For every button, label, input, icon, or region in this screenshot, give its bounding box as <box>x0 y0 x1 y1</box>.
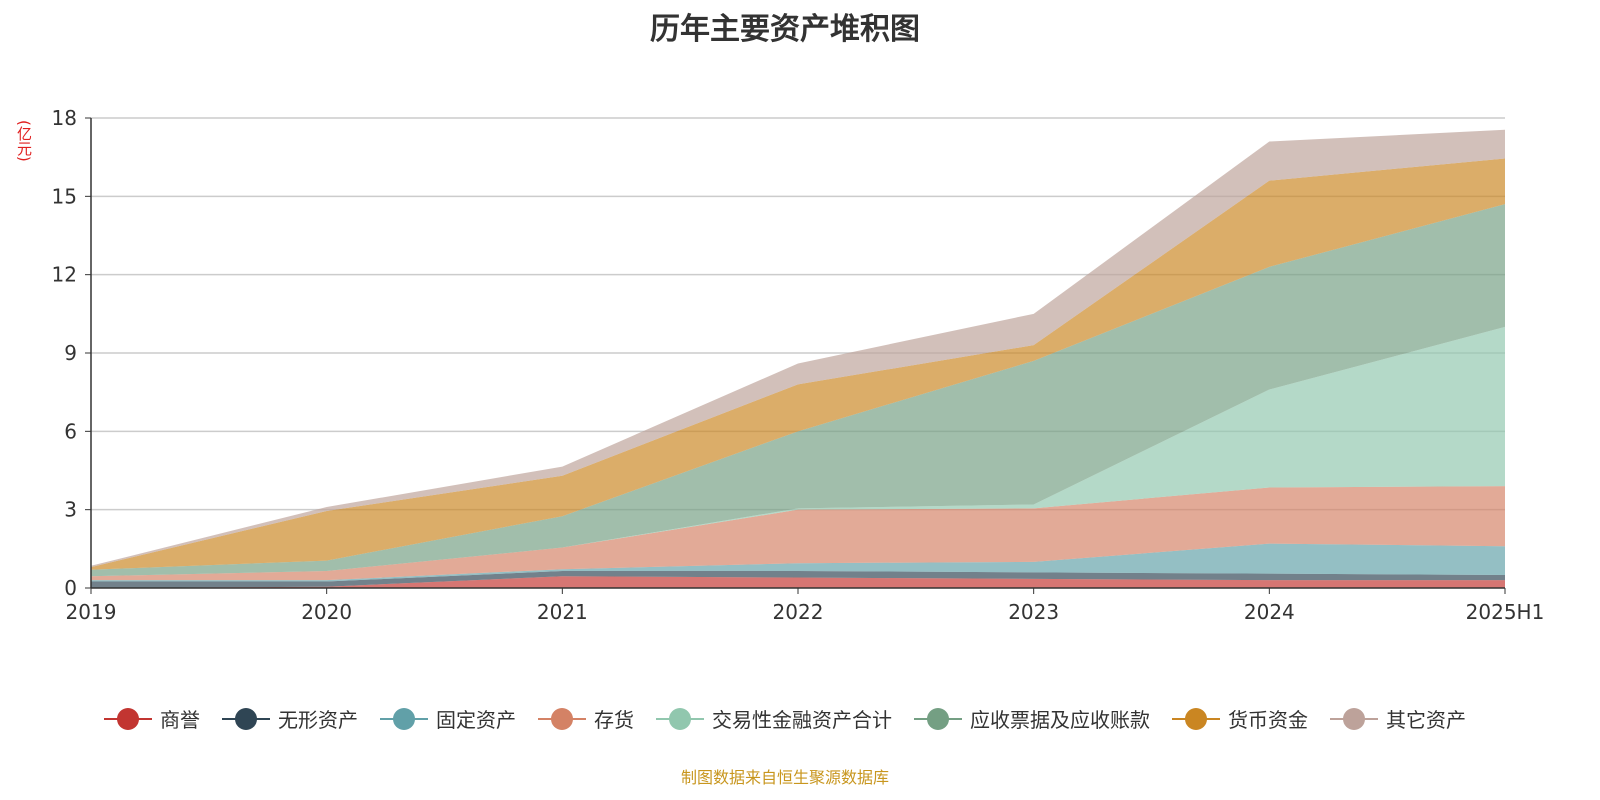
legend-label: 应收票据及应收账款 <box>970 708 1150 732</box>
legend-item[interactable]: 其它资产 <box>1330 704 1466 733</box>
legend-label: 交易性金融资产合计 <box>712 708 892 732</box>
y-tick-label: 18 <box>52 106 77 130</box>
area-series-2 <box>91 543 1505 582</box>
y-tick-label: 6 <box>64 419 77 443</box>
legend-label: 固定资产 <box>436 708 516 732</box>
y-tick-label: 9 <box>64 341 77 365</box>
x-tick-label: 2023 <box>1008 600 1059 624</box>
data-source-footer: 制图数据来自恒生聚源数据库 <box>680 768 889 787</box>
legend-item[interactable]: 存货 <box>538 704 634 733</box>
legend-label: 存货 <box>594 708 634 732</box>
area-series-5 <box>91 204 1505 577</box>
x-tick-label: 2025H1 <box>1466 600 1545 624</box>
y-tick-label: 3 <box>64 498 77 522</box>
legend-label: 无形资产 <box>278 708 358 732</box>
x-tick-label: 2024 <box>1244 600 1295 624</box>
legend-marker-icon <box>222 707 270 731</box>
x-tick-label: 2020 <box>301 600 352 624</box>
legend-item[interactable]: 交易性金融资产合计 <box>656 704 892 733</box>
legend-marker-icon <box>1172 707 1220 731</box>
legend: 商誉 无形资产 固定资产 存货 交易性金融资产合计 应收票据及应收账款 货币资金 其它资产 <box>0 704 1570 733</box>
legend-label: 货币资金 <box>1228 708 1308 732</box>
x-tick-label: 2022 <box>773 600 824 624</box>
legend-item[interactable]: 商誉 <box>104 704 200 733</box>
legend-marker-icon <box>380 707 428 731</box>
area-series-4 <box>91 326 1505 577</box>
stacked-area-chart: 0 3 6 9 12 15 18 2019 2020 2021 2022 2023 2024 2025H1 <box>52 106 1545 624</box>
legend-marker-icon <box>538 707 586 731</box>
legend-marker-icon <box>914 707 962 731</box>
legend-item[interactable]: 应收票据及应收账款 <box>914 704 1150 733</box>
area-series-7 <box>91 129 1505 568</box>
legend-marker-icon <box>656 707 704 731</box>
legend-marker-icon <box>1330 707 1378 731</box>
legend-item[interactable]: 固定资产 <box>380 704 516 733</box>
y-axis-unit-label: (亿元) <box>15 120 33 162</box>
y-tick-label: 12 <box>52 263 77 287</box>
legend-label: 商誉 <box>160 708 200 732</box>
x-tick-label: 2021 <box>537 600 588 624</box>
legend-item[interactable]: 无形资产 <box>222 704 358 733</box>
x-tick-label: 2019 <box>66 600 117 624</box>
legend-marker-icon <box>104 707 152 731</box>
chart-title: 历年主要资产堆积图 <box>650 12 920 47</box>
y-tick-label: 15 <box>52 184 77 208</box>
area-series-0 <box>91 576 1505 588</box>
area-series-3 <box>91 486 1505 581</box>
area-series-6 <box>91 158 1505 570</box>
area-series-1 <box>91 571 1505 588</box>
legend-label: 其它资产 <box>1386 708 1466 732</box>
y-tick-label: 0 <box>64 576 77 600</box>
legend-item[interactable]: 货币资金 <box>1172 704 1308 733</box>
